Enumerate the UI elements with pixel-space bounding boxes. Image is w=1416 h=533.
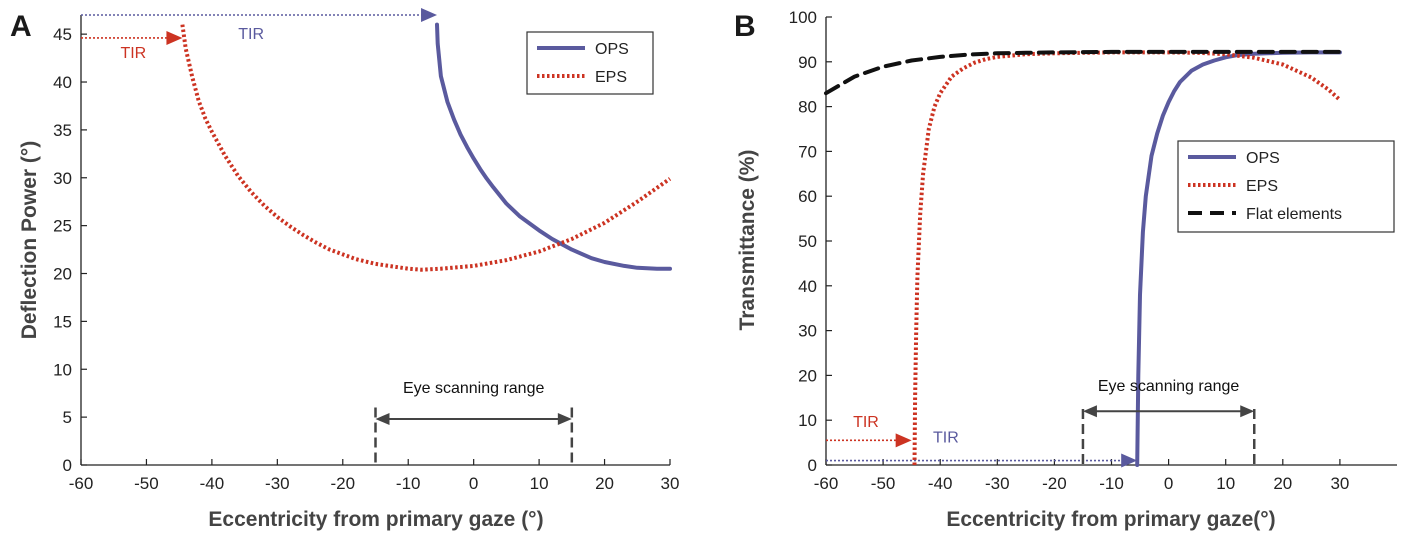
x-tick-label: 0 — [1164, 474, 1173, 493]
y-tick-label: 40 — [798, 277, 817, 296]
panel-a: A -60 -50 -40 -30 -20 -10 0 10 20 30 0 5 10 15 20 25 30 35… — [10, 8, 679, 531]
x-tick-label: -10 — [396, 474, 421, 493]
x-tick-label: 20 — [1273, 474, 1292, 493]
x-axis-title: Eccentricity from primary gaze(°) — [946, 508, 1275, 531]
legend-entry: OPS — [1246, 150, 1280, 167]
y-tick-label: 60 — [798, 187, 817, 206]
legend-entry: EPS — [1246, 178, 1278, 195]
tir-label: TIR — [120, 45, 146, 62]
x-tick-label: 0 — [469, 474, 478, 493]
x-tick-label: -50 — [871, 474, 896, 493]
y-axis-title: Transmittance (%) — [736, 150, 759, 331]
range-arrow-right — [557, 413, 572, 426]
range-arrow-left — [1082, 405, 1097, 418]
y-tick-label: 5 — [63, 408, 72, 427]
x-tick-label: -20 — [330, 474, 355, 493]
x-tick-label: 10 — [530, 474, 549, 493]
legend-entry: EPS — [595, 69, 627, 86]
x-tick-label: -60 — [69, 474, 94, 493]
series-flat-elements-line — [824, 49, 1342, 96]
series-ops-line — [1135, 50, 1342, 467]
x-tick-label: -30 — [985, 474, 1010, 493]
y-tick-label: 15 — [53, 312, 72, 331]
y-tick-label: 50 — [798, 232, 817, 251]
tir-arrow-head — [1121, 453, 1138, 468]
y-tick-label: 20 — [798, 366, 817, 385]
legend: OPS EPS — [526, 31, 654, 95]
y-tick-label: 70 — [798, 142, 817, 161]
x-tick-label: 30 — [1330, 474, 1349, 493]
y-tick-label: 0 — [63, 456, 72, 475]
tir-arrow-head — [166, 30, 183, 45]
x-tick-label: -60 — [814, 474, 839, 493]
y-tick-label: 30 — [798, 322, 817, 341]
x-tick-label: -50 — [134, 474, 159, 493]
y-tick-label: 30 — [53, 169, 72, 188]
x-tick-label: -40 — [928, 474, 953, 493]
y-tick-label: 10 — [53, 360, 72, 379]
y-tick-label: 0 — [808, 456, 817, 475]
series-eps-line — [180, 24, 672, 272]
tir-label: TIR — [933, 430, 959, 447]
y-tick-label: 45 — [53, 25, 72, 44]
y-tick-label: 90 — [798, 53, 817, 72]
y-tick-label: 100 — [789, 8, 817, 27]
x-tick-label: 30 — [661, 474, 680, 493]
y-tick-label: 20 — [53, 265, 72, 284]
tir-label: TIR — [853, 414, 879, 431]
legend-entry: Flat elements — [1246, 206, 1342, 223]
y-tick-label: 25 — [53, 217, 72, 236]
tir-arrow-head — [895, 433, 912, 448]
y-axis-title: Deflection Power (°) — [18, 141, 41, 340]
range-arrow-left — [375, 413, 390, 426]
series-eps-line — [912, 50, 1342, 466]
x-tick-label: -20 — [1042, 474, 1067, 493]
series-ops-line — [435, 22, 672, 271]
legend: OPS EPS Flat elements — [1177, 140, 1395, 233]
x-tick-label: 10 — [1216, 474, 1235, 493]
legend-entry: OPS — [595, 41, 629, 58]
x-axis-title: Eccentricity from primary gaze (°) — [208, 508, 543, 531]
eye-scanning-range-label: Eye scanning range — [1098, 378, 1240, 395]
panel-letter: B — [734, 10, 756, 43]
x-tick-label: -30 — [265, 474, 290, 493]
legend-box — [526, 31, 654, 95]
y-tick-label: 35 — [53, 121, 72, 140]
y-tick-label: 40 — [53, 73, 72, 92]
x-tick-label: -40 — [200, 474, 225, 493]
tir-label: TIR — [238, 26, 264, 43]
panel-b: B -60 -50 -40 -30 -20 -10 0 10 20 30 0 10 20 30 40 50 60 7… — [734, 8, 1397, 531]
tir-arrow-head — [421, 8, 438, 22]
y-tick-label: 80 — [798, 98, 817, 117]
range-arrow-right — [1240, 405, 1255, 418]
y-tick-label: 10 — [798, 411, 817, 430]
panel-letter: A — [10, 10, 32, 43]
x-tick-label: -10 — [1099, 474, 1124, 493]
eye-scanning-range-label: Eye scanning range — [403, 380, 545, 397]
x-tick-label: 20 — [595, 474, 614, 493]
